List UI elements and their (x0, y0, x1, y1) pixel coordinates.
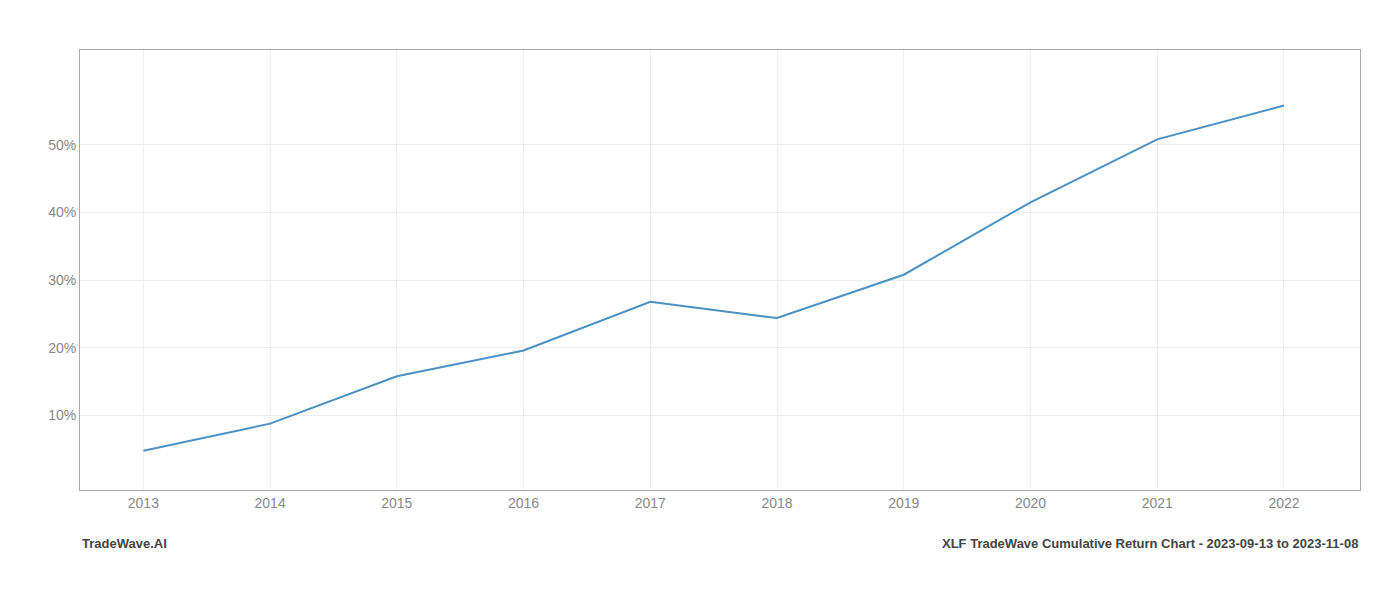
svg-text:2015: 2015 (381, 495, 412, 511)
svg-text:2022: 2022 (1268, 495, 1299, 511)
svg-text:XLF TradeWave Cumulative Retur: XLF TradeWave Cumulative Return Chart - … (942, 536, 1358, 551)
svg-text:2014: 2014 (255, 495, 286, 511)
svg-text:40%: 40% (48, 204, 76, 220)
svg-text:2013: 2013 (128, 495, 159, 511)
svg-text:TradeWave.AI: TradeWave.AI (82, 536, 167, 551)
svg-text:2016: 2016 (508, 495, 539, 511)
svg-text:10%: 10% (48, 407, 76, 423)
svg-text:2018: 2018 (761, 495, 792, 511)
svg-text:2020: 2020 (1015, 495, 1046, 511)
svg-text:2017: 2017 (635, 495, 666, 511)
svg-text:50%: 50% (48, 137, 76, 153)
svg-text:2019: 2019 (888, 495, 919, 511)
svg-text:2021: 2021 (1142, 495, 1173, 511)
svg-text:20%: 20% (48, 340, 76, 356)
svg-text:30%: 30% (48, 272, 76, 288)
